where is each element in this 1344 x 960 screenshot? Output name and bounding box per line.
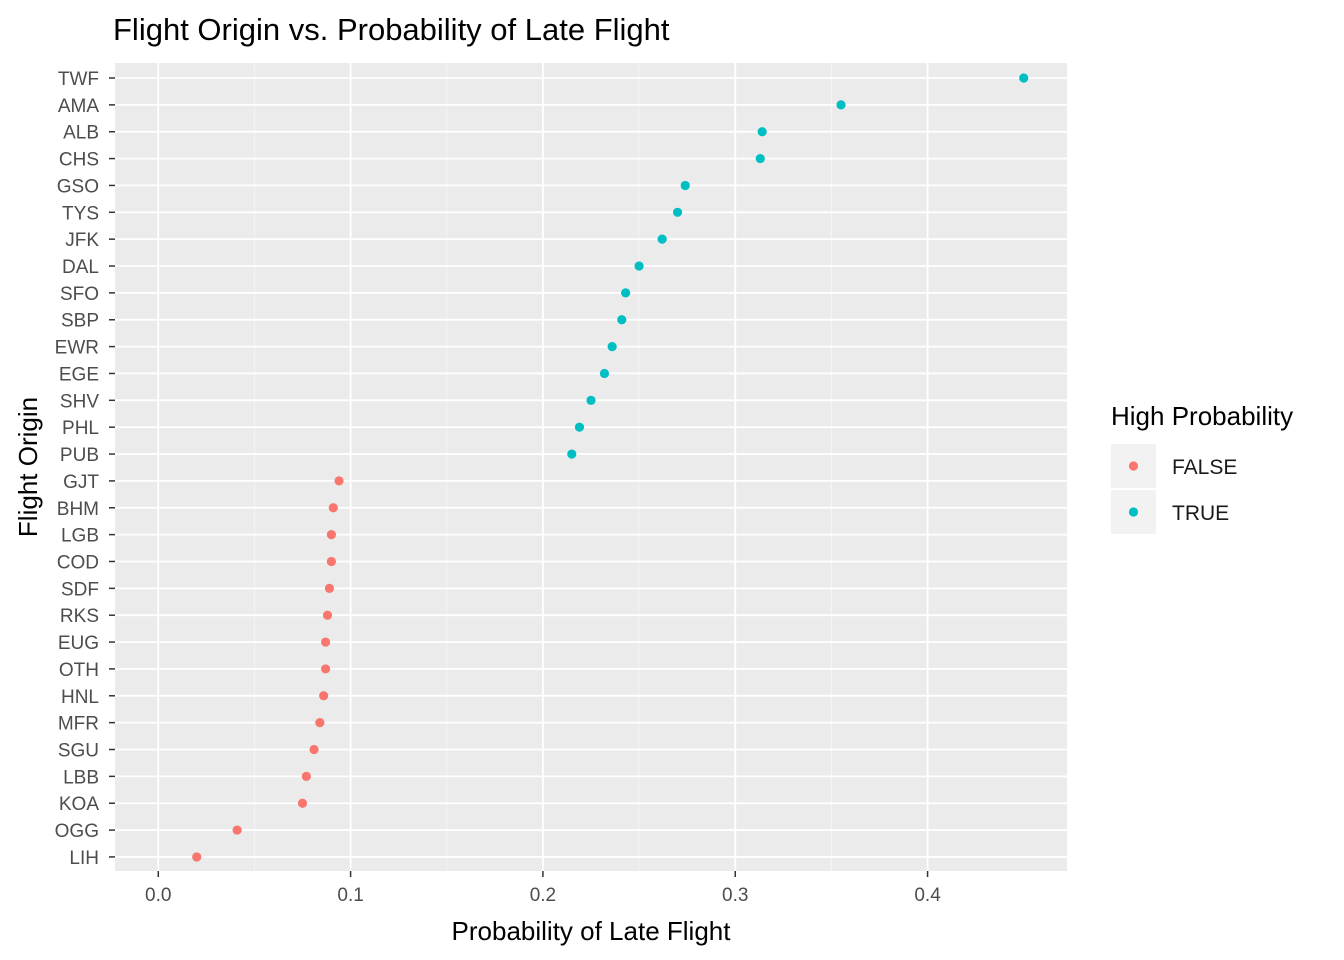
y-tick-label: PUB [60, 445, 99, 466]
y-tick-label: TWF [58, 69, 99, 90]
data-point-cod [326, 556, 336, 567]
data-point-lih [192, 852, 202, 862]
y-tick-label: OTH [59, 660, 99, 681]
data-point-jfk [657, 234, 667, 244]
data-point-lbb [301, 771, 311, 781]
data-point-hnl [319, 691, 329, 701]
y-tick-label: RKS [60, 606, 99, 627]
y-tick-label: KOA [59, 794, 99, 815]
legend-title: High Probability [1111, 401, 1293, 431]
data-point-ogg [232, 825, 242, 835]
y-tick-label: PHL [62, 418, 99, 439]
plot-panel [115, 63, 1067, 871]
data-point-phl [574, 422, 585, 432]
data-point-dal [634, 261, 644, 271]
y-tick-label: BHM [57, 499, 99, 520]
y-tick-label: EGE [59, 364, 99, 385]
data-point-sbp [617, 315, 627, 325]
y-tick-label: OGG [55, 821, 99, 842]
y-tick-label: EWR [55, 338, 99, 359]
y-axis-title: Flight Origin [13, 397, 43, 537]
data-point-sfo [621, 288, 631, 298]
data-point-mfr [315, 718, 325, 728]
x-axis: 0.0 0.1 0.2 0.3 0.4 [145, 871, 941, 906]
y-tick-label: CHS [59, 150, 99, 171]
y-tick-label: SBP [61, 311, 99, 332]
data-point-eug [320, 637, 331, 647]
y-tick-label: MFR [58, 714, 99, 735]
data-point-tys [672, 207, 683, 217]
data-point-lgb [326, 530, 336, 540]
y-axis: TWF AMA ALB CHS GSO TYS JFK DAL SFO SBP EWR EGE SHV P… [55, 69, 115, 869]
grid-minor-lines [253, 63, 832, 871]
y-tick-label: SGU [58, 741, 99, 762]
x-tick-label: 0.0 [145, 885, 171, 906]
y-tick-label: LIH [69, 848, 99, 869]
y-tick-label: DAL [62, 257, 99, 278]
data-point-alb [757, 127, 767, 137]
data-point-shv [586, 395, 596, 405]
data-point-sgu [309, 744, 319, 755]
y-tick-label: AMA [58, 96, 100, 117]
data-point-ege [599, 368, 610, 379]
chart-title: Flight Origin vs. Probability of Late Fl… [113, 12, 670, 47]
legend-point [1128, 507, 1139, 517]
legend-point [1128, 461, 1139, 471]
legend: High Probability FALSE TRUE [1111, 401, 1293, 534]
data-point-ewr [607, 342, 617, 352]
y-tick-label: COD [57, 552, 99, 573]
y-tick-label: HNL [61, 687, 99, 708]
data-point-oth [320, 664, 331, 674]
data-point-chs [755, 153, 765, 164]
y-tick-label: GSO [57, 176, 99, 197]
data-point-ama [836, 100, 846, 110]
y-tick-label: SHV [60, 391, 99, 412]
y-tick-label: SFO [60, 284, 99, 305]
data-point-gjt [334, 476, 344, 486]
y-tick-label: GJT [63, 472, 99, 493]
x-tick-label: 0.1 [337, 885, 363, 906]
data-point-twf [1019, 73, 1029, 83]
data-point-bhm [328, 503, 338, 513]
y-tick-label: LBB [63, 767, 99, 788]
data-point-pub [567, 449, 577, 459]
y-tick-label: EUG [58, 633, 99, 654]
y-tick-label: SDF [61, 579, 99, 600]
data-point-sdf [324, 583, 335, 593]
x-tick-label: 0.4 [914, 885, 941, 906]
data-point-gso [680, 180, 690, 191]
x-axis-title: Probability of Late Flight [452, 916, 732, 946]
y-tick-label: TYS [62, 203, 99, 224]
legend-label: TRUE [1172, 502, 1229, 525]
data-point-rks [322, 610, 333, 620]
data-points [192, 73, 1029, 862]
x-tick-label: 0.3 [722, 885, 748, 906]
x-tick-label: 0.2 [530, 885, 556, 906]
y-tick-label: LGB [61, 526, 99, 547]
data-point-koa [297, 798, 308, 808]
y-tick-label: ALB [63, 123, 99, 144]
legend-label: FALSE [1172, 456, 1237, 479]
y-tick-label: JFK [65, 230, 99, 251]
